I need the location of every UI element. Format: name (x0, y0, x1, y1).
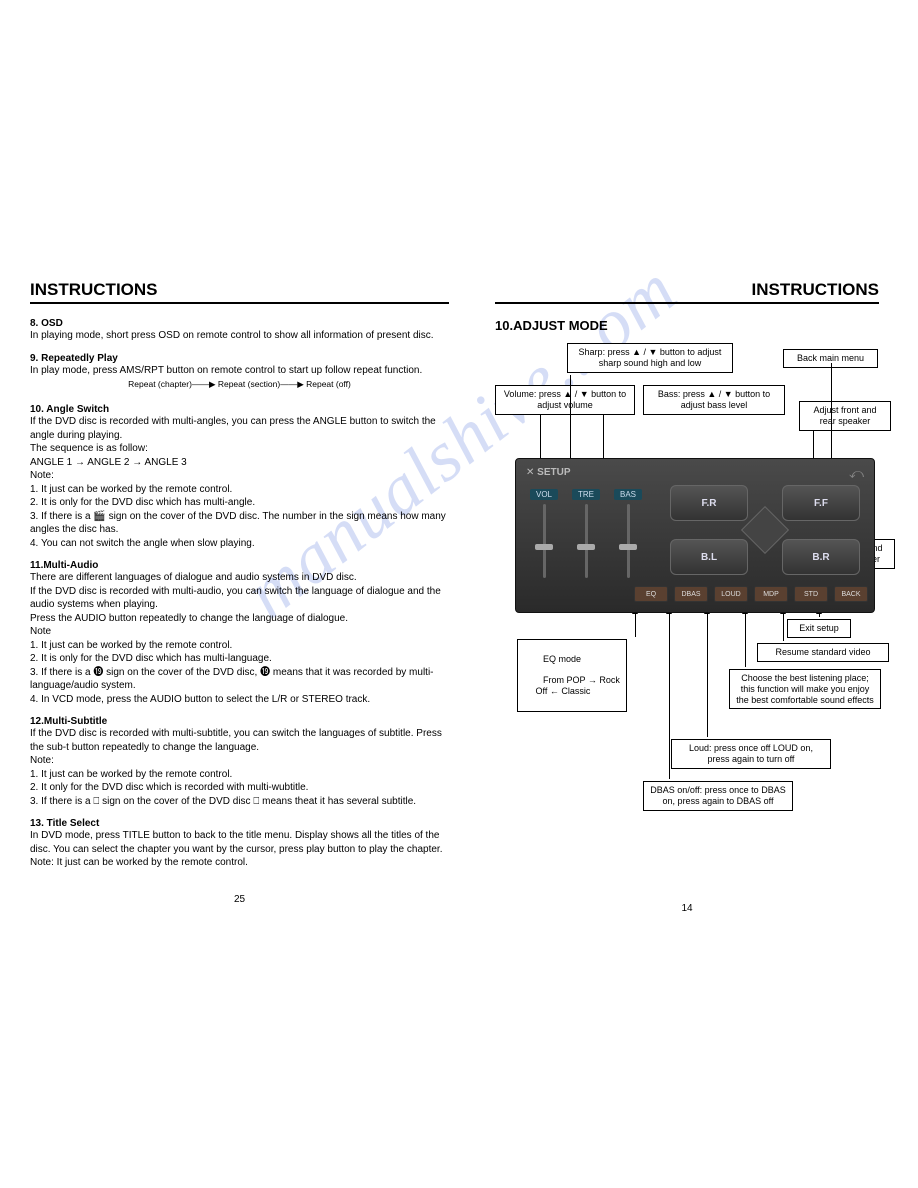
eq-body: From POP → Rock Off ← Classic (523, 675, 620, 696)
section-multi-audio: 11.Multi-Audio There are different langu… (30, 560, 449, 706)
section-repeat: 9. Repeatedly Play In play mode, press A… (30, 353, 449, 391)
callout-resume: Resume standard video (757, 643, 889, 662)
section-angle: 10. Angle Switch If the DVD disc is reco… (30, 404, 449, 550)
arrow (669, 613, 670, 779)
eq-title: EQ mode (543, 654, 581, 664)
adjust-mode-title: 10.ADJUST MODE (495, 318, 879, 333)
callout-front-rear: Adjust front and rear speaker (799, 401, 891, 431)
arrow (831, 363, 832, 461)
arrow (745, 613, 746, 667)
slider-label: VOL (530, 489, 558, 500)
right-page-number: 14 (495, 903, 879, 914)
btn-br: B.R (782, 539, 860, 575)
callout-dbas: DBAS on/off: press once to DBAS on, pres… (643, 781, 793, 811)
slider-label: TRE (572, 489, 600, 500)
arrow (819, 613, 820, 617)
btn-std: STD (794, 586, 828, 602)
adjust-diagram: Sharp: press ▲ / ▼ button to adjust shar… (495, 343, 915, 843)
btn-back: BACK (834, 586, 868, 602)
arrow (783, 613, 784, 641)
right-page: INSTRUCTIONS 10.ADJUST MODE Sharp: press… (477, 280, 897, 914)
section-body: In play mode, press AMS/RPT button on re… (30, 364, 449, 378)
left-header: INSTRUCTIONS (30, 280, 449, 304)
setup-panel: SETUP ⤺ VOL TRE BAS (515, 458, 875, 613)
callout-eq: EQ mode From POP → Rock Off ← Classic (517, 639, 627, 712)
left-page: INSTRUCTIONS 8. OSD In playing mode, sho… (12, 280, 467, 914)
slider-group: VOL TRE BAS (530, 489, 642, 578)
btn-eq: EQ (634, 586, 668, 602)
arrow (707, 613, 708, 737)
slider-vol: VOL (530, 489, 558, 578)
left-page-number: 25 (30, 894, 449, 905)
repeat-flow: Repeat (chapter)——▶ Repeat (section)——▶ … (30, 379, 449, 390)
btn-mdp: MDP (754, 586, 788, 602)
setup-label: SETUP (526, 467, 571, 478)
btn-loud: LOUD (714, 586, 748, 602)
bottom-button-row: EQ DBAS LOUD MDP STD BACK (634, 586, 868, 602)
section-osd: 8. OSD In playing mode, short press OSD … (30, 318, 449, 343)
callout-bass: Bass: press ▲ / ▼ button to adjust bass … (643, 385, 785, 415)
section-title: 9. Repeatedly Play (30, 353, 449, 364)
section-title: 8. OSD (30, 318, 449, 329)
section-title: 11.Multi-Audio (30, 560, 449, 571)
section-body: If the DVD disc is recorded with multi-s… (30, 727, 449, 808)
back-arrow-icon: ⤺ (849, 465, 864, 482)
slider-tre: TRE (572, 489, 600, 578)
speaker-quad: F.R F.F B.L B.R (670, 485, 860, 575)
btn-fr: F.R (670, 485, 748, 521)
callout-volume: Volume: press ▲ / ▼ button to adjust vol… (495, 385, 635, 415)
slider-bas: BAS (614, 489, 642, 578)
section-title: 13. Title Select (30, 818, 449, 829)
section-title: 12.Multi-Subtitle (30, 716, 449, 727)
slider-label: BAS (614, 489, 642, 500)
callout-sharp: Sharp: press ▲ / ▼ button to adjust shar… (567, 343, 733, 373)
section-title-select: 13. Title Select In DVD mode, press TITL… (30, 818, 449, 870)
section-body: In DVD mode, press TITLE button to back … (30, 829, 449, 870)
page-spread: INSTRUCTIONS 8. OSD In playing mode, sho… (0, 280, 918, 914)
btn-bl: B.L (670, 539, 748, 575)
section-body: If the DVD disc is recorded with multi-a… (30, 415, 449, 550)
right-header: INSTRUCTIONS (495, 280, 879, 304)
arrow (635, 613, 636, 637)
btn-ff: F.F (782, 485, 860, 521)
btn-dbas: DBAS (674, 586, 708, 602)
section-body: In playing mode, short press OSD on remo… (30, 329, 449, 343)
callout-exit: Exit setup (787, 619, 851, 638)
section-title: 10. Angle Switch (30, 404, 449, 415)
callout-choose: Choose the best listening place; this fu… (729, 669, 881, 709)
callout-loud: Loud: press once off LOUD on, press agai… (671, 739, 831, 769)
section-body: There are different languages of dialogu… (30, 571, 449, 706)
section-multi-subtitle: 12.Multi-Subtitle If the DVD disc is rec… (30, 716, 449, 808)
